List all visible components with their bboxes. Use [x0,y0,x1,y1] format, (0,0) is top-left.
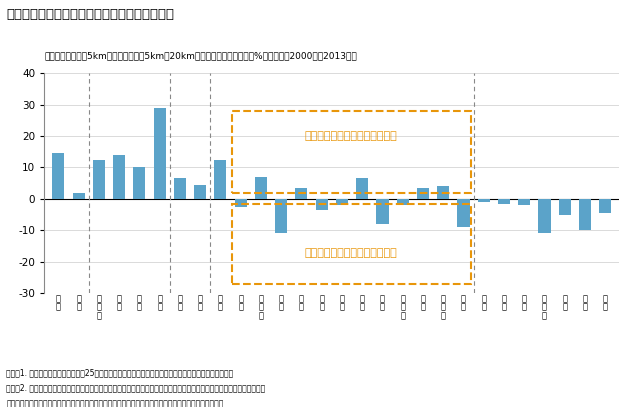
Text: 各都市における中心部と周辺部の地価変化格差: 各都市における中心部と周辺部の地価変化格差 [6,8,174,21]
Bar [174,178,186,199]
Bar [417,188,429,199]
Bar [498,199,510,204]
Bar [599,199,611,213]
Bar [255,177,267,199]
Text: 中心部と周辺部の価格差が縮小: 中心部と周辺部の価格差が縮小 [305,248,398,258]
Bar [234,199,246,207]
Bar [214,160,226,199]
Bar [478,199,490,202]
Bar [231,111,470,193]
Bar [133,167,145,199]
Bar [231,204,470,284]
Bar [113,155,125,199]
Bar [518,199,530,205]
Bar [559,199,571,214]
Text: 2. 中心部、周辺部それぞれについて、時系列比較可能な各調査地点の地価変化率の単純平均をもとに差を計算した。: 2. 中心部、周辺部それぞれについて、時系列比較可能な各調査地点の地価変化率の単… [6,383,265,392]
Bar [315,199,328,210]
Bar [93,160,105,199]
Bar [538,199,550,233]
Bar [437,186,449,199]
Text: 中心部と周辺部の価格差が拡大: 中心部と周辺部の価格差が拡大 [305,131,398,141]
Text: 中心部（都心から5km圏）と周辺部（5km～20km圏）の地価変化率の差（%ポイント、2000年～2013年）: 中心部（都心から5km圏）と周辺部（5km～20km圏）の地価変化率の差（%ポイ… [44,51,357,60]
Bar [295,188,308,199]
Bar [73,193,85,199]
Bar [376,199,389,224]
Bar [397,199,409,205]
Bar [458,199,470,227]
Text: 注）　1. 各都市の都心は地価（平成25年地価公示ベース）の最も高い調査地点付近の鉄道駅としている。: 注） 1. 各都市の都心は地価（平成25年地価公示ベース）の最も高い調査地点付近… [6,368,234,377]
Text: 出所）国土交通省「国土数値情報（都道府県地価調査データ）をもとに三井住友トラスト基礎研究所作成: 出所）国土交通省「国土数値情報（都道府県地価調査データ）をもとに三井住友トラスト… [6,399,224,407]
Bar [579,199,591,230]
Bar [275,199,288,233]
Bar [52,153,64,199]
Bar [336,199,348,205]
Bar [194,185,206,199]
Bar [154,108,166,199]
Bar [356,178,368,199]
